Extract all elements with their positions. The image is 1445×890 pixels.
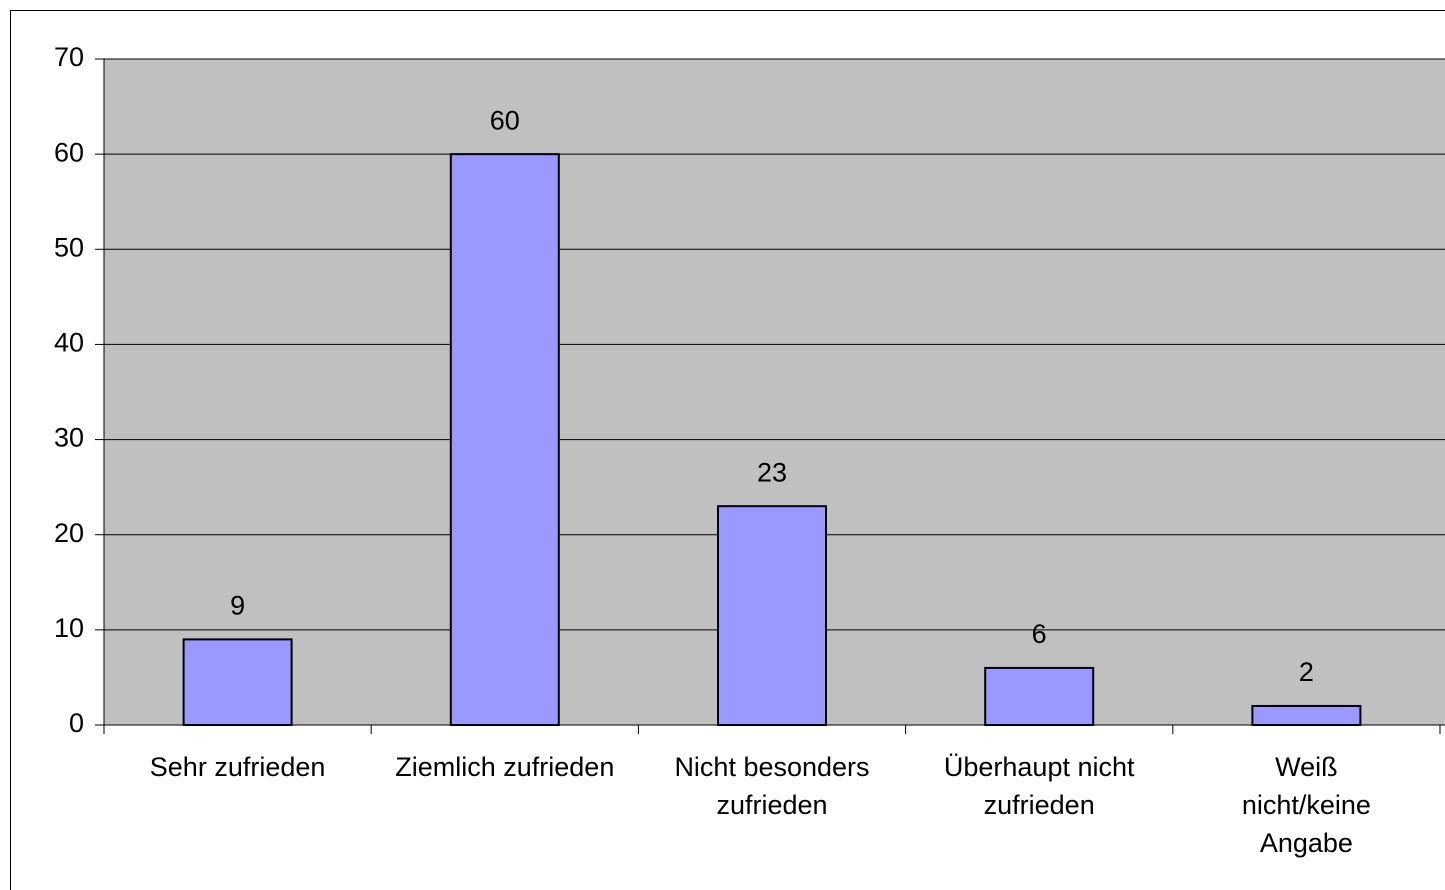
x-tick-label: Nicht besonders zufrieden <box>674 752 870 820</box>
y-tick-label: 10 <box>54 613 84 643</box>
bar <box>1251 704 1362 727</box>
y-tick-label: 20 <box>54 518 84 548</box>
y-tick-label: 30 <box>54 423 84 453</box>
data-label: 9 <box>230 590 245 620</box>
x-tick-label: Weiß nicht/keine Angabe <box>1241 752 1371 858</box>
x-tick-label: Ziemlich zufrieden <box>395 752 615 782</box>
bar <box>182 638 293 726</box>
data-label: 60 <box>490 105 520 135</box>
y-tick-label: 40 <box>54 328 84 358</box>
bar <box>449 153 560 726</box>
bar <box>984 666 1095 727</box>
data-label: 23 <box>757 457 787 487</box>
data-label: 2 <box>1299 657 1314 687</box>
y-tick-label: 0 <box>69 708 84 738</box>
y-tick-label: 70 <box>54 42 84 72</box>
y-tick-label: 60 <box>54 137 84 167</box>
x-tick-label: Sehr zufrieden <box>149 752 326 782</box>
chart-frame <box>10 10 1445 890</box>
y-tick-label: 50 <box>54 232 84 262</box>
x-tick-label: Überhaupt nicht zufrieden <box>943 752 1135 820</box>
data-label: 6 <box>1032 619 1047 649</box>
bar <box>717 505 827 726</box>
